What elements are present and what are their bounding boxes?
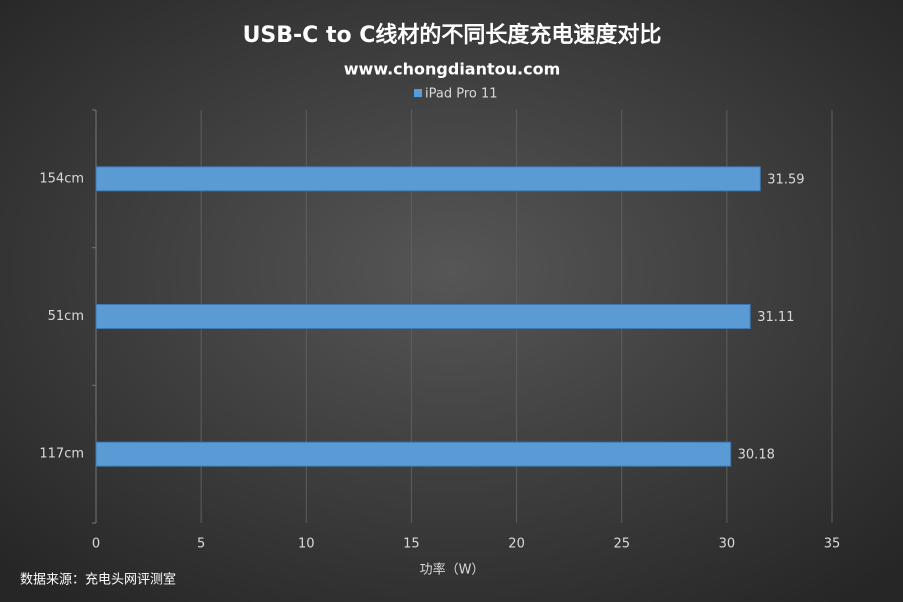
x-tick-label: 0 [92, 537, 100, 552]
value-label: 31.11 [757, 310, 794, 325]
x-tick-label: 5 [197, 537, 205, 552]
x-tick-label: 15 [403, 537, 420, 552]
x-tick-label: 10 [298, 537, 315, 552]
bar [95, 441, 732, 467]
value-label: 31.59 [767, 172, 804, 187]
x-tick-label: 35 [824, 537, 841, 552]
y-tick-label: 117cm [39, 447, 84, 462]
y-tick-label: 51cm [48, 309, 84, 324]
x-tick-label: 25 [613, 537, 630, 552]
y-tick-label: 154cm [39, 171, 84, 186]
source-note: 数据来源：充电头网评测室 [20, 572, 176, 588]
bar [95, 304, 751, 329]
x-axis-label: 功率（W） [420, 562, 485, 578]
legend-swatch [414, 89, 422, 97]
bar [95, 166, 761, 192]
x-tick-label: 30 [719, 537, 736, 552]
chart-title: USB-C to C线材的不同长度充电速度对比 [243, 22, 662, 48]
x-tick-label: 20 [508, 537, 525, 552]
chart-subtitle: www.chongdiantou.com [344, 60, 561, 79]
legend-label: iPad Pro 11 [425, 87, 498, 102]
value-label: 30.18 [738, 448, 775, 463]
